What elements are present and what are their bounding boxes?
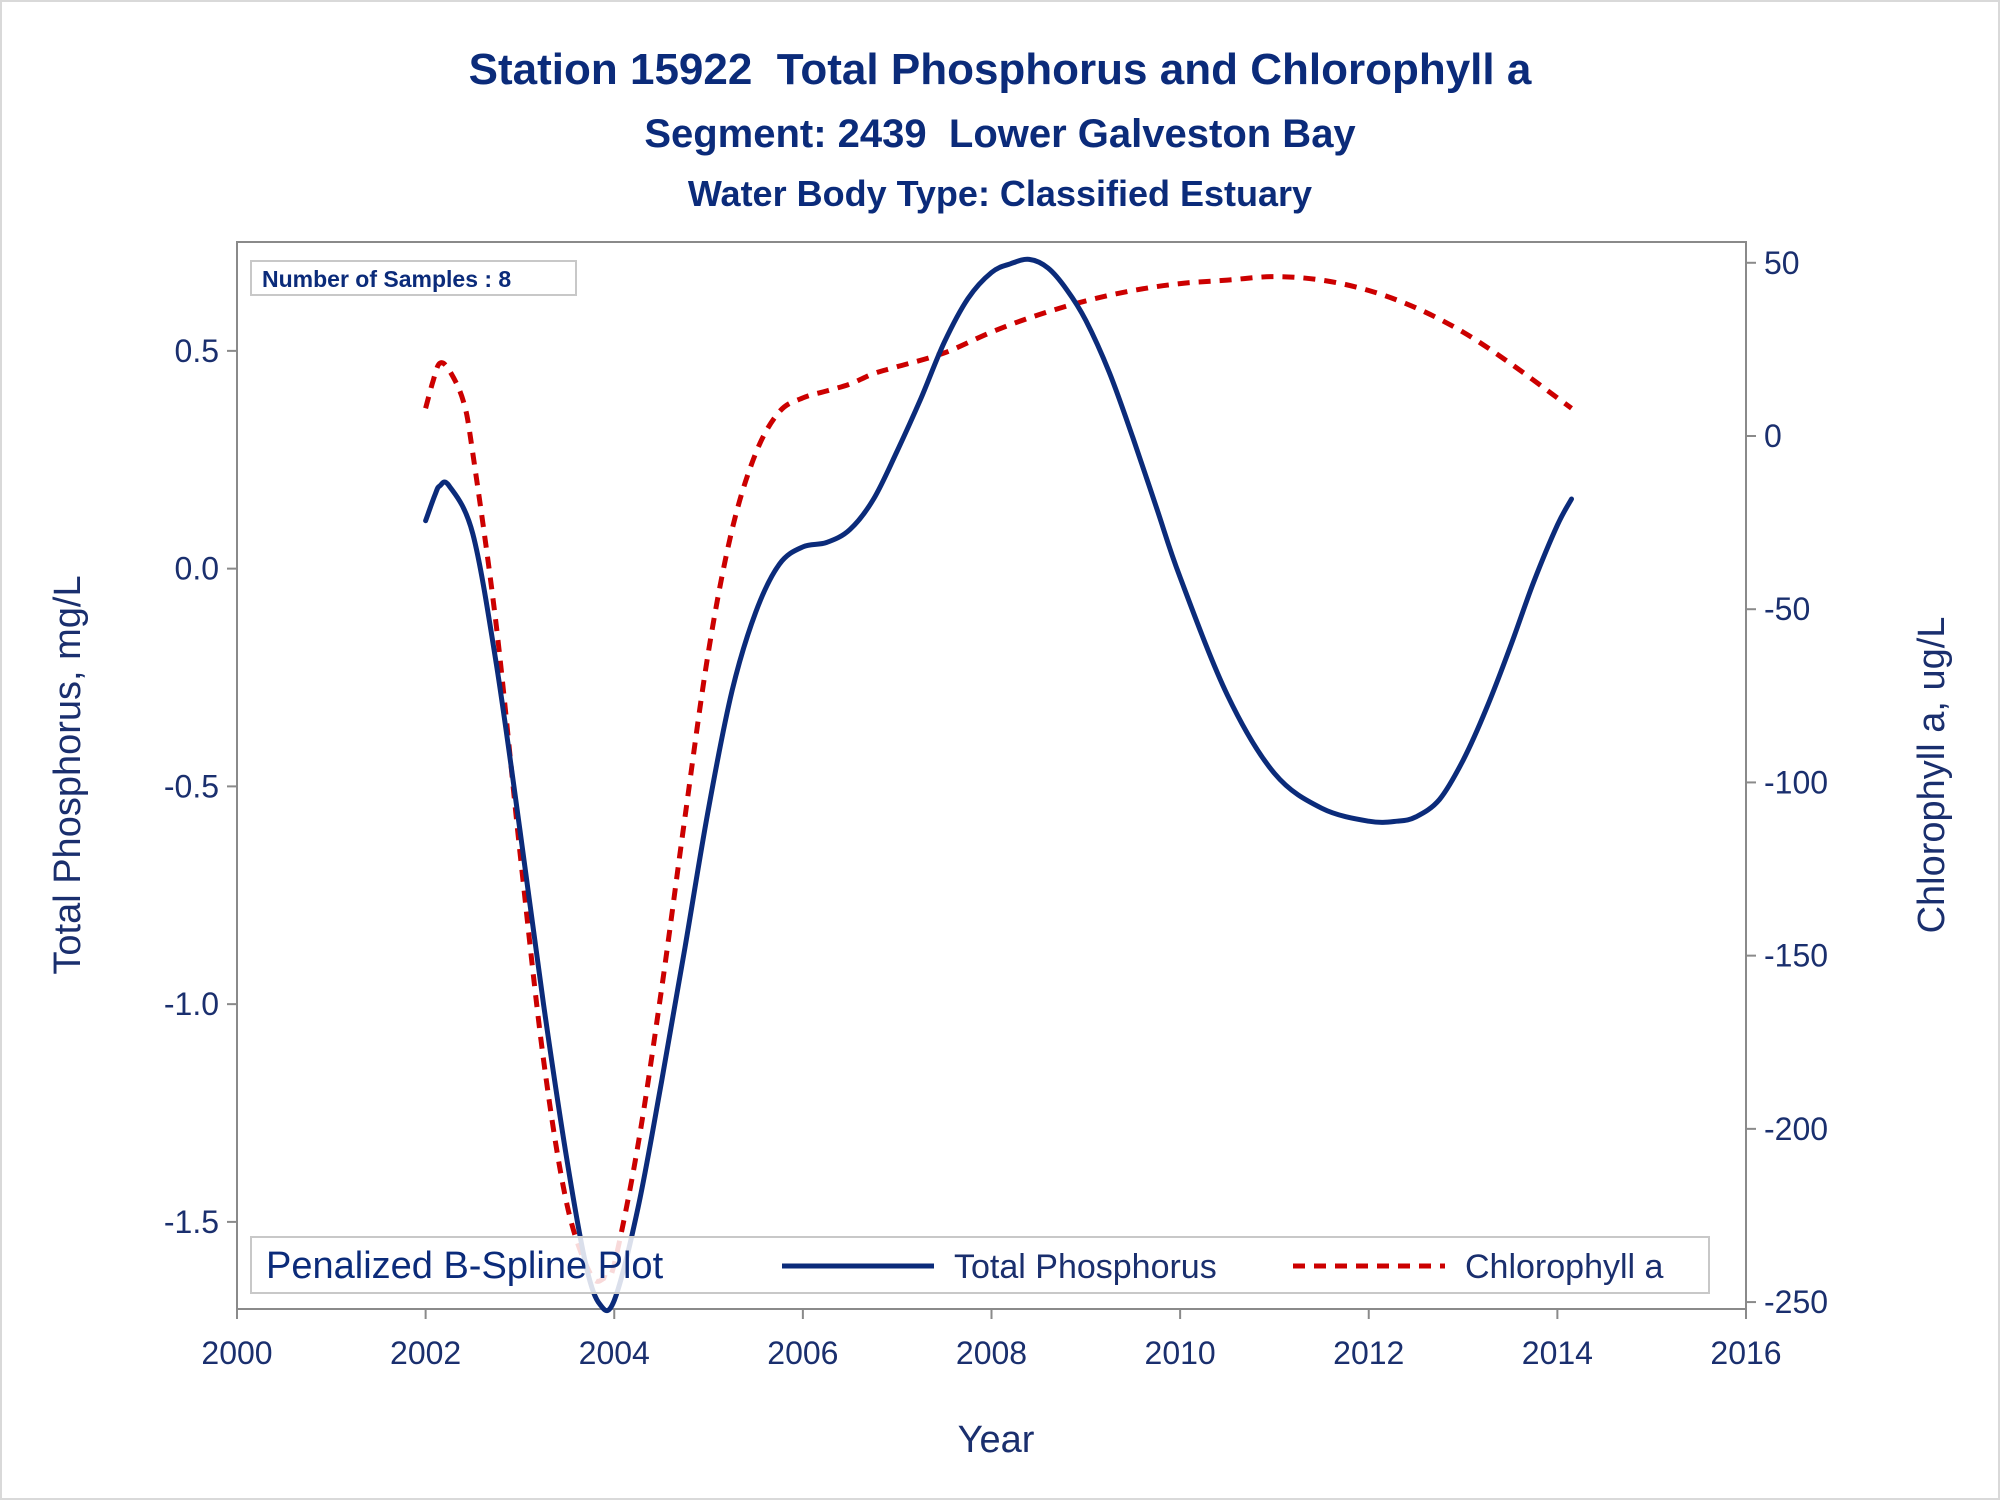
y2-tick-label: -100 xyxy=(1764,764,1828,800)
samples-count-box xyxy=(250,260,577,296)
y2-tick-label: -250 xyxy=(1764,1284,1828,1320)
series-layer xyxy=(423,256,1574,1314)
y-tick-label: 0.0 xyxy=(175,551,219,587)
x-tick-label: 2012 xyxy=(1333,1335,1404,1371)
axis-ticks: 2000 2002 2004 2006 2008 2010 2012 2014 2016 -1.5… xyxy=(164,245,1828,1371)
y2-axis-label: Chlorophyll a, ug/L xyxy=(1911,617,1953,934)
chart-subtitle: Segment: 2439 Lower Galveston Bay xyxy=(644,112,1356,156)
y2-tick-label: -150 xyxy=(1764,938,1828,974)
x-tick-label: 2014 xyxy=(1522,1335,1593,1371)
y-tick-label: -1.5 xyxy=(164,1204,219,1240)
legend-title: Penalized B-Spline Plot xyxy=(266,1245,664,1287)
x-tick-label: 2000 xyxy=(201,1335,272,1371)
y2-tick-label: -200 xyxy=(1764,1111,1828,1147)
x-axis-label: Year xyxy=(958,1419,1035,1461)
y2-tick-label: 0 xyxy=(1764,418,1782,454)
y-tick-label: -1.0 xyxy=(164,986,219,1022)
y-tick-label: 0.5 xyxy=(175,333,219,369)
y2-tick-label: -50 xyxy=(1764,591,1810,627)
x-tick-label: 2006 xyxy=(767,1335,838,1371)
x-tick-label: 2008 xyxy=(956,1335,1027,1371)
legend-label-total-phosphorus: Total Phosphorus xyxy=(954,1248,1217,1286)
y-tick-label: -0.5 xyxy=(164,768,219,804)
x-tick-label: 2002 xyxy=(390,1335,461,1371)
chart-subtitle-2: Water Body Type: Classified Estuary xyxy=(688,173,1312,214)
x-tick-label: 2010 xyxy=(1145,1335,1216,1371)
series-line-total-phosphorus xyxy=(423,256,1574,1314)
y2-tick-label: 50 xyxy=(1764,245,1800,281)
chart-title: Station 15922 Total Phosphorus and Chlor… xyxy=(469,45,1532,94)
legend-label-chlorophyll-a: Chlorophyll a xyxy=(1465,1248,1664,1286)
samples-count-label: Number of Samples : 8 xyxy=(262,266,511,292)
series-line-chlorophyll-a xyxy=(423,274,1573,1284)
x-tick-label: 2016 xyxy=(1710,1335,1781,1371)
legend-box xyxy=(250,1236,1710,1294)
x-tick-label: 2004 xyxy=(579,1335,650,1371)
y-axis-label: Total Phosphorus, mg/L xyxy=(47,575,89,974)
